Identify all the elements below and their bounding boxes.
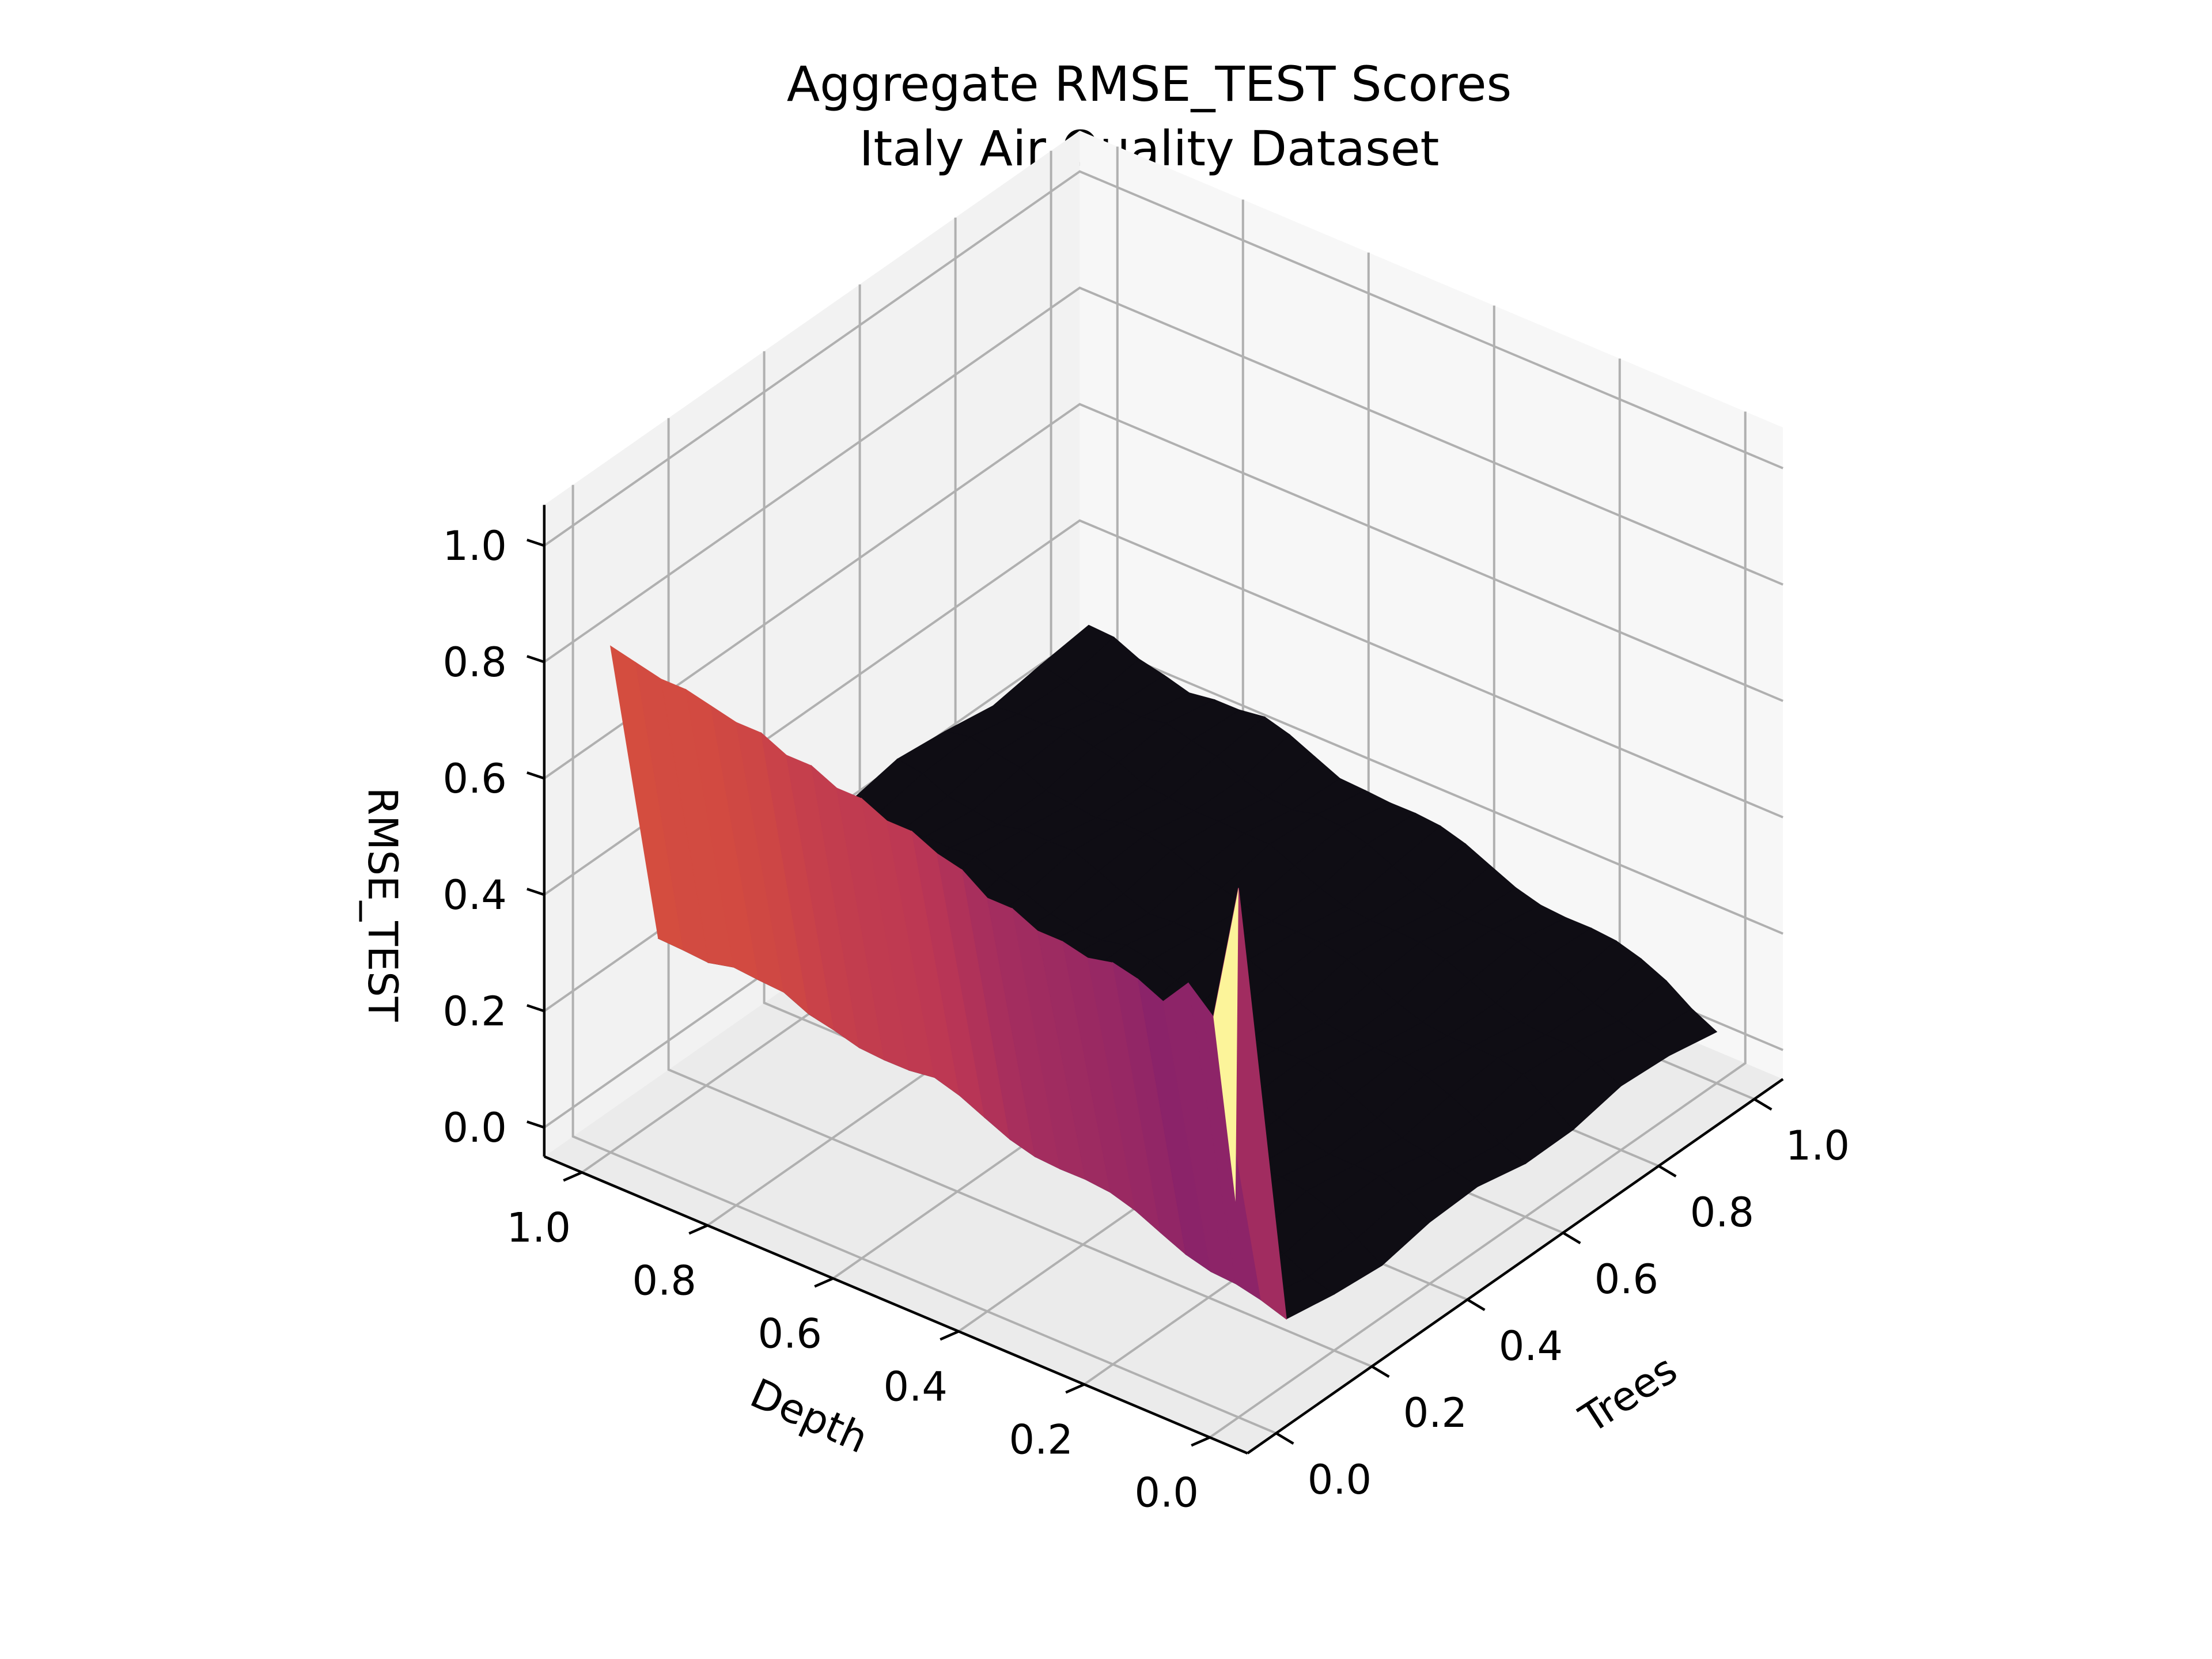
z-tick-label-1: 0.2 <box>442 988 506 1035</box>
x-tick-label-3: 0.6 <box>1594 1256 1658 1303</box>
x-tick-3 <box>1562 1232 1581 1245</box>
y-tick-label-0: 0.0 <box>1135 1469 1199 1516</box>
y-tick-3 <box>814 1277 834 1288</box>
chart-title: Aggregate RMSE_TEST Scores <box>787 56 1512 112</box>
x-tick-label-2: 0.4 <box>1499 1323 1563 1370</box>
y-axis-line <box>543 1155 1248 1455</box>
x-tick-label-5: 1.0 <box>1786 1122 1850 1169</box>
y-tick-4 <box>688 1224 709 1235</box>
x-tick-2 <box>1467 1298 1486 1312</box>
surface-plot <box>609 624 1718 1320</box>
y-tick-label-4: 0.8 <box>632 1257 696 1304</box>
z-tick-3 <box>527 771 545 780</box>
y-tick-0 <box>1191 1436 1211 1447</box>
grid-line-z-5 <box>543 170 1783 547</box>
axes <box>527 505 1784 1455</box>
z-tick-5 <box>527 539 545 547</box>
z-tick-label-4: 0.8 <box>442 639 506 686</box>
z-axis-title: RMSE_TEST <box>359 787 406 1022</box>
grid-line-trees-0 <box>571 484 1277 1434</box>
y-tick-label-3: 0.6 <box>758 1310 822 1357</box>
y-tick-1 <box>1065 1383 1085 1394</box>
tick-labels: 0.0 0.0 0.0 0.2 0.2 0.2 0.4 0.4 0.4 0.6 0.6 0.6 0.8 0… <box>442 522 1850 1516</box>
z-tick-2 <box>527 888 545 896</box>
x-tick-5 <box>1753 1098 1772 1111</box>
x-tick-4 <box>1658 1165 1677 1178</box>
y-tick-2 <box>940 1330 960 1341</box>
x-axis-title: Trees <box>1571 1346 1685 1443</box>
z-tick-label-0: 0.0 <box>442 1104 506 1152</box>
grid-line-z-3 <box>543 403 1783 779</box>
y-tick-label-5: 1.0 <box>507 1204 571 1251</box>
z-tick-1 <box>527 1004 545 1013</box>
z-tick-label-3: 0.6 <box>442 755 506 802</box>
grid-line-depth-0 <box>1209 411 1747 1438</box>
y-tick-label-2: 0.4 <box>884 1363 948 1410</box>
x-tick-label-4: 0.8 <box>1690 1189 1754 1236</box>
x-tick-0 <box>1275 1432 1294 1445</box>
surface-peak <box>1213 888 1238 1202</box>
x-tick-1 <box>1371 1365 1390 1378</box>
x-tick-label-0: 0.0 <box>1308 1456 1372 1503</box>
y-tick-label-1: 0.2 <box>1009 1416 1073 1463</box>
z-tick-4 <box>527 655 545 664</box>
grid-line-trees-1 <box>667 418 1373 1368</box>
z-tick-label-2: 0.4 <box>442 872 506 919</box>
y-axis-title: Depth <box>744 1369 875 1463</box>
z-tick-0 <box>527 1120 545 1129</box>
x-axis-line <box>1247 1078 1784 1455</box>
y-tick-5 <box>563 1171 583 1182</box>
x-tick-label-1: 0.2 <box>1403 1389 1467 1437</box>
grid-line-z-4 <box>543 286 1783 663</box>
z-tick-label-5: 1.0 <box>442 522 506 570</box>
